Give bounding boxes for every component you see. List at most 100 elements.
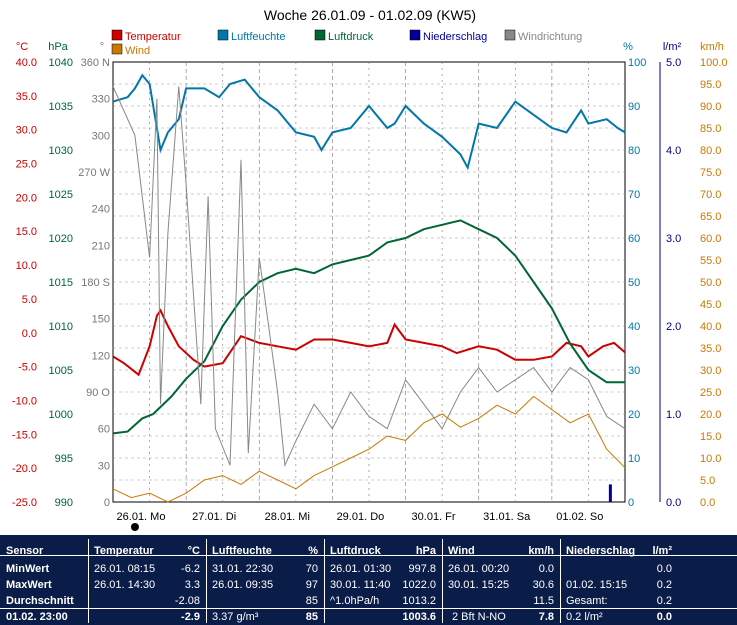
temperature-axis-tick-label: 40.0 [16, 57, 37, 69]
legend-label: Wind [125, 45, 150, 57]
stats-rain-total: 0.2 [656, 595, 672, 607]
wind-axis-tick-label: 50.0 [700, 277, 721, 289]
pressure-axis-tick-label: 1025 [49, 189, 73, 201]
stats-header-pressure: Luftdruck [330, 545, 381, 557]
temperature-axis-tick-label: -15.0 [12, 429, 37, 441]
stats-row-current-label: 01.02. 23:00 [6, 611, 68, 623]
humidity-axis-tick-label: 40 [628, 321, 640, 333]
stats-separator [560, 539, 561, 623]
x-tick-label: 26.01. Mo [117, 511, 166, 523]
direction-unit: ° [100, 41, 104, 53]
stats-humidity-absolute: 3.37 g/m³ [212, 611, 259, 623]
pressure-axis-tick-label: 1035 [49, 101, 73, 113]
wind-axis-tick-label: 85.0 [700, 123, 721, 135]
stats-humidity-current: 85 [305, 611, 318, 623]
temperature-axis-tick-label: 30.0 [16, 125, 37, 137]
x-tick-label: 01.02. So [556, 511, 603, 523]
pressure-axis-tick-label: 1030 [49, 145, 73, 157]
x-tick-label: 27.01. Di [192, 511, 236, 523]
precip-unit: l/m² [663, 41, 682, 53]
direction-axis-tick-label: 150 [92, 314, 110, 326]
chart-legend: Temperatur Luftfeuchte Luftdruck Niederschl… [111, 29, 582, 57]
direction-axis-tick-label: 180 S [81, 277, 110, 289]
legend-swatch [217, 29, 229, 41]
humidity-axis-tick-label: 0 [628, 497, 634, 509]
wind-axis-tick-label: 40.0 [700, 321, 721, 333]
stats-humidity-avg: 85 [305, 595, 318, 607]
temperature-axis-tick-label: 15.0 [16, 226, 37, 238]
stats-rain-last-hour: 0.2 l/m² [566, 611, 603, 623]
legend-swatch [504, 29, 516, 41]
precip-bar [608, 484, 612, 502]
temperature-axis-tick-label: -25.0 [12, 497, 37, 509]
humidity-axis-tick-label: 50 [628, 277, 640, 289]
temperature-axis-tick-label: -5.0 [18, 362, 37, 374]
pressure-axis-tick-label: 1000 [49, 409, 73, 421]
wind-axis-tick-label: 95.0 [700, 79, 721, 91]
wind-axis-tick-label: 0.0 [700, 497, 715, 509]
precip-axis-tick-label: 4.0 [666, 145, 681, 157]
stats-pressure-avg: 1013.2 [402, 595, 436, 607]
wind-axis-tick-label: 35.0 [700, 343, 721, 355]
stats-temp-min-value: -6.2 [181, 563, 200, 575]
stats-current-divider [0, 608, 737, 609]
wind-axis-tick-label: 70.0 [700, 189, 721, 201]
stats-rain-min-value: 0.0 [656, 563, 672, 575]
direction-axis-tick-label: 240 [92, 204, 110, 216]
humidity-axis-tick-label: 80 [628, 145, 640, 157]
wind-axis-tick-label: 30.0 [700, 365, 721, 377]
pressure-axis-tick-label: 1005 [49, 365, 73, 377]
humidity-axis-tick-label: 60 [628, 233, 640, 245]
wind-axis-tick-label: 5.0 [700, 475, 715, 487]
humidity-axis-tick-label: 30 [628, 365, 640, 377]
direction-axis-tick-label: 360 N [81, 57, 110, 69]
legend-label: Windrichtung [518, 31, 582, 43]
legend-label: Temperatur [125, 31, 181, 43]
x-tick-label: 29.01. Do [337, 511, 385, 523]
direction-axis-tick-label: 0 [104, 497, 110, 509]
weather-chart: 40.0 35.0 30.0 25.0 20.0 15.0 10.0 5.0 0.0 -5.0 -1… [12, 7, 728, 531]
direction-axis-tick-label: 330 [92, 94, 110, 106]
precip-axis-tick-label: 5.0 [666, 57, 681, 69]
stats-humidity-unit: % [308, 545, 318, 557]
stats-pressure-trend: ^1.0hPa/h [330, 595, 380, 607]
humidity-axis-tick-label: 90 [628, 101, 640, 113]
temperature-axis-tick-label: -10.0 [12, 395, 37, 407]
stats-temp-max-value: 3.3 [184, 579, 200, 591]
pressure-axis-tick-label: 1015 [49, 277, 73, 289]
pressure-axis-tick-label: 1010 [49, 321, 73, 333]
wind-axis-tick-label: 65.0 [700, 211, 721, 223]
wind-axis-tick-label: 90.0 [700, 101, 721, 113]
stats-header-rain: Niederschlag [566, 545, 636, 557]
stats-pressure-min-value: 997.8 [408, 563, 436, 575]
stats-separator [324, 539, 325, 623]
humidity-axis-tick-label: 70 [628, 189, 640, 201]
wind-axis-tick-label: 60.0 [700, 233, 721, 245]
stats-rain-max-time: 01.02. 15:15 [566, 579, 628, 591]
stats-temp-min-time: 26.01. 08:15 [94, 563, 156, 575]
temperature-axis-tick-label: 0.0 [22, 328, 37, 340]
stats-humidity-min-value: 70 [305, 563, 318, 575]
temperature-axis-tick-label: 10.0 [16, 260, 37, 272]
stats-separator [88, 539, 89, 623]
series-line-windrichtung [112, 86, 626, 468]
series-line-luftfeuchte [112, 73, 626, 171]
temperature-axis-tick-label: -20.0 [12, 463, 37, 475]
stats-wind-min-time: 26.01. 00:20 [448, 563, 510, 575]
series-line-temperatur [112, 308, 626, 377]
series-line-luftdruck [112, 219, 625, 435]
legend-swatch [111, 29, 123, 41]
stats-rain-current: 0.0 [656, 611, 672, 623]
x-tick-label: 31.01. Sa [483, 511, 531, 523]
precip-axis-tick-label: 0.0 [666, 497, 681, 509]
stats-header-sensor: Sensor [6, 545, 44, 557]
stats-wind-max-time: 30.01. 15:25 [448, 579, 510, 591]
wind-axis-tick-label: 55.0 [700, 255, 721, 267]
stats-wind-max-value: 30.6 [532, 579, 554, 591]
pressure-unit: hPa [48, 41, 68, 53]
legend-swatch [111, 43, 123, 55]
series-line-wind [112, 395, 626, 503]
humidity-axis-tick-label: 10 [628, 453, 640, 465]
stats-humidity-min-time: 31.01. 22:30 [212, 563, 274, 575]
pressure-axis-tick-label: 1020 [49, 233, 73, 245]
